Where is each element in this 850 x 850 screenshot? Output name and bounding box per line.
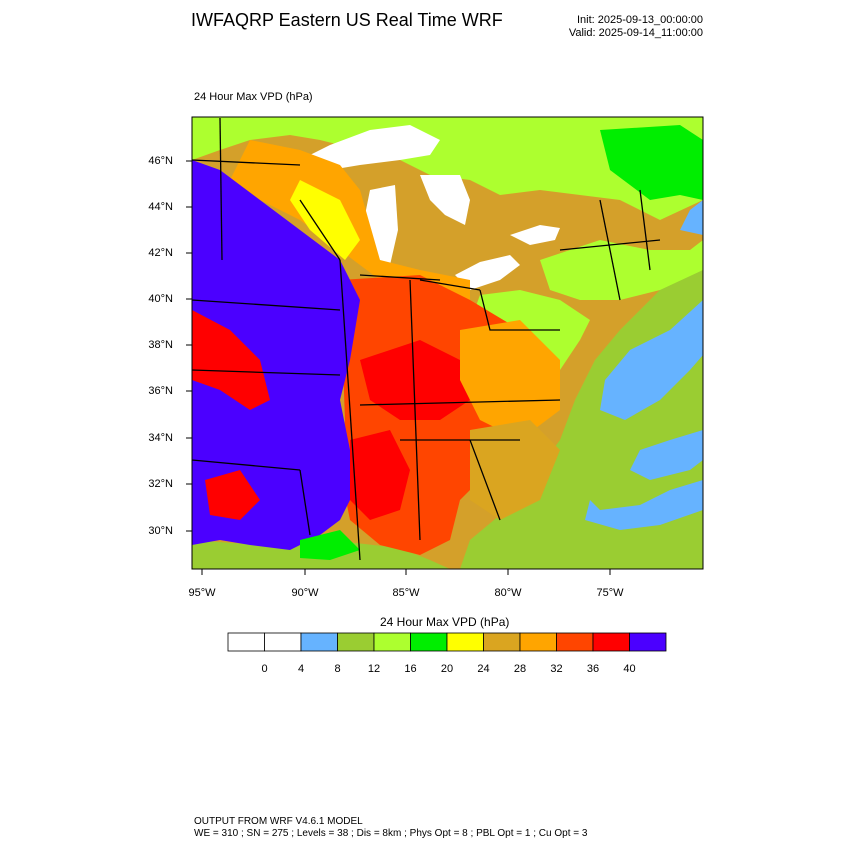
colorbar-tick-label: 24 (477, 663, 490, 675)
colorbar-swatch (227, 632, 265, 652)
colorbar-swatch (300, 632, 338, 652)
init-time: Init: 2025-09-13_00:00:00 (577, 14, 703, 26)
colorbar-swatch (337, 632, 375, 652)
lat-label: 32°N (148, 478, 173, 490)
colorbar-tick-label: 12 (367, 663, 381, 675)
colorbar-swatch (519, 632, 557, 652)
lon-label: 95°W (188, 587, 216, 599)
colorbar-swatch (410, 632, 448, 652)
colorbar-tick-label: 4 (297, 663, 305, 675)
colorbar-title: 24 Hour Max VPD (hPa) (380, 615, 510, 629)
lon-label: 75°W (596, 587, 624, 599)
colorbar-swatch (629, 632, 667, 652)
colorbar-swatch (373, 632, 411, 652)
colorbar (227, 632, 667, 652)
lat-label: 34°N (148, 432, 173, 444)
colorbar-swatch (556, 632, 594, 652)
colorbar-tick-label: 32 (550, 663, 563, 675)
lon-label: 80°W (494, 587, 522, 599)
chart-title: IWFAQRP Eastern US Real Time WRF (191, 10, 503, 30)
lon-label: 90°W (291, 587, 319, 599)
axis-ticks (186, 160, 611, 575)
lat-label: 46°N (148, 155, 173, 167)
lat-label: 30°N (148, 525, 173, 537)
colorbar-tick-label: 16 (404, 663, 417, 675)
colorbar-tick-label: 28 (513, 663, 527, 675)
valid-time: Valid: 2025-09-14_11:00:00 (568, 27, 703, 39)
lat-label: 38°N (148, 339, 173, 351)
field-label: 24 Hour Max VPD (hPa) (194, 91, 313, 103)
colorbar-tick-label: 36 (586, 663, 600, 675)
lat-label: 40°N (148, 293, 173, 305)
colorbar-tick-label: 20 (440, 663, 454, 675)
colorbar-swatch (264, 632, 302, 652)
colorbar-tick-label: 8 (334, 663, 341, 675)
lat-label: 44°N (148, 201, 173, 213)
run-times: Init: 2025-09-13_00:00:00 Valid: 2025-09… (569, 14, 703, 40)
lat-label: 36°N (148, 385, 173, 397)
lon-label: 85°W (392, 587, 420, 599)
colorbar-tick-label: 40 (623, 663, 636, 675)
colorbar-swatch (483, 632, 521, 652)
model-footer: OUTPUT FROM WRF V4.6.1 MODEL WE = 310 ; … (194, 816, 587, 840)
colorbar-swatch (446, 632, 484, 652)
footer-line-2: WE = 310 ; SN = 275 ; Levels = 38 ; Dis … (194, 828, 588, 839)
colorbar-tick-label: 0 (261, 663, 268, 675)
footer-line-1: OUTPUT FROM WRF V4.6.1 MODEL (194, 816, 363, 827)
vpd-field (192, 117, 703, 569)
plot-frame (191, 116, 704, 570)
state-borders (192, 117, 661, 561)
colorbar-swatch (592, 632, 630, 652)
lat-label: 42°N (148, 247, 173, 259)
